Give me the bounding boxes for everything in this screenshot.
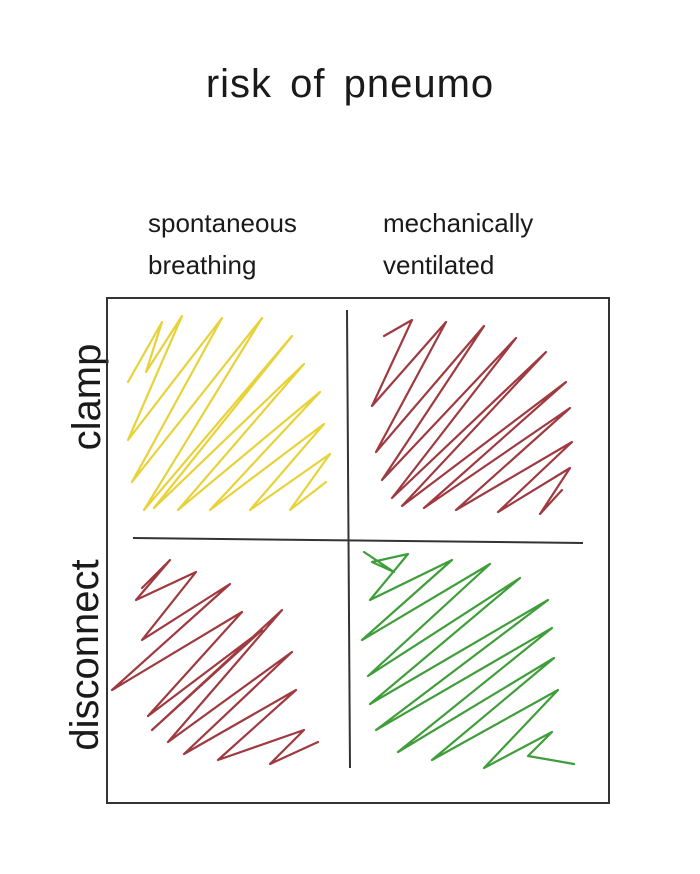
cell-clamp-spontaneous xyxy=(126,314,332,512)
diagram-title: risk of pneumo xyxy=(205,62,495,106)
column-label-spontaneous-breathing: spontaneous breathing xyxy=(148,208,297,280)
horizontal-divider xyxy=(132,537,584,544)
vertical-divider xyxy=(346,309,351,769)
column-label-mechanically-ventilated: mechanically ventilated xyxy=(383,208,534,280)
matrix-border xyxy=(106,297,610,804)
cell-disconnect-spontaneous xyxy=(110,558,320,766)
cell-clamp-mechanical xyxy=(370,318,574,516)
cell-disconnect-mechanical xyxy=(360,550,576,770)
